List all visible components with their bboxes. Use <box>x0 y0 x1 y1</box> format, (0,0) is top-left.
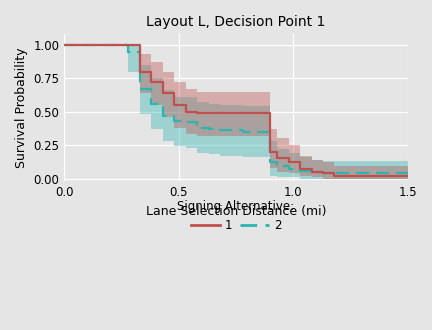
Y-axis label: Survival Probability: Survival Probability <box>15 48 28 168</box>
Legend: 1, 2: 1, 2 <box>173 196 299 237</box>
Title: Layout L, Decision Point 1: Layout L, Decision Point 1 <box>146 15 326 29</box>
X-axis label: Lane Selection Distance (mi): Lane Selection Distance (mi) <box>146 205 326 217</box>
